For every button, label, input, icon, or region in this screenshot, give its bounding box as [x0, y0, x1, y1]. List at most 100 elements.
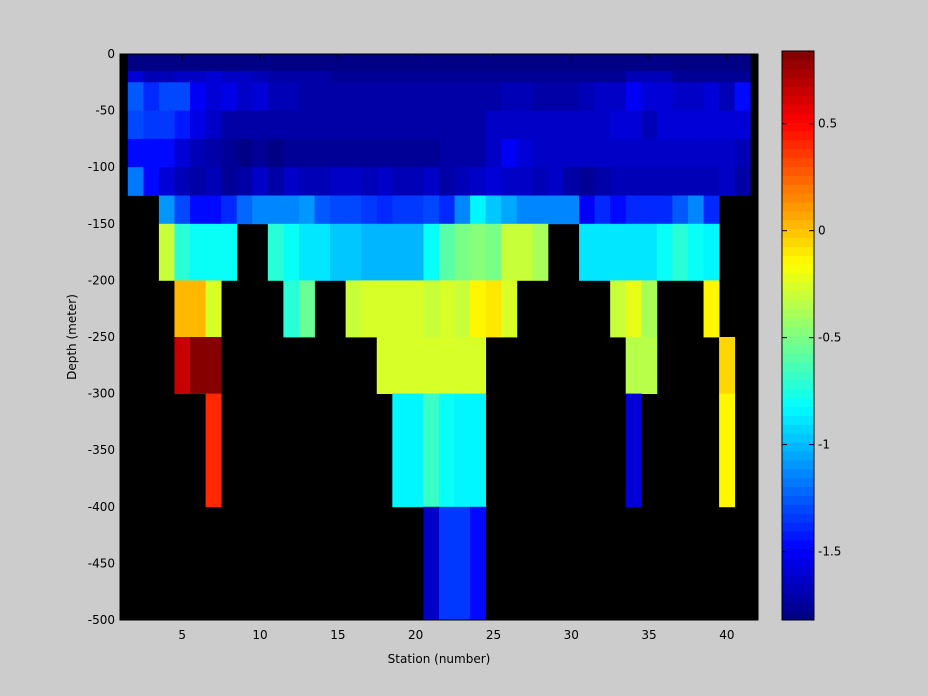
colorbar-swatch	[782, 68, 814, 79]
heatmap-cell	[439, 280, 455, 338]
heatmap-cell	[345, 110, 362, 140]
heatmap-cell	[407, 337, 424, 394]
heatmap-cell	[485, 59, 502, 72]
heatmap-cell	[734, 110, 751, 140]
colorbar-swatch	[782, 282, 814, 292]
colorbar-swatch	[782, 451, 814, 461]
heatmap-cell	[158, 82, 175, 111]
heatmap-cell	[485, 280, 502, 338]
heatmap-cell	[376, 280, 393, 338]
heatmap-cell	[298, 59, 315, 72]
heatmap-cell	[392, 223, 409, 281]
colorbar-swatch	[782, 584, 814, 594]
heatmap-cell	[174, 110, 191, 140]
colorbar-swatch	[782, 406, 814, 416]
colorbar-swatch	[782, 548, 814, 559]
heatmap-cell	[485, 82, 502, 111]
heatmap-cell	[687, 167, 704, 196]
heatmap-cell	[563, 82, 580, 111]
heatmap-cell	[703, 82, 720, 111]
heatmap-cell	[252, 110, 269, 140]
heatmap-cell	[298, 195, 315, 225]
heatmap-cell	[267, 59, 284, 72]
heatmap-cell	[485, 195, 502, 225]
heatmap-cell	[641, 167, 658, 196]
colorbar-swatch	[782, 237, 814, 247]
heatmap-cell	[641, 138, 658, 168]
heatmap-cell	[656, 82, 673, 111]
heatmap-cell	[672, 138, 689, 168]
heatmap-cell	[345, 70, 362, 83]
heatmap-cell	[625, 59, 642, 72]
heatmap-cell	[579, 54, 596, 61]
heatmap-cell	[423, 393, 440, 508]
heatmap-cell	[594, 167, 611, 196]
heatmap-cell	[314, 195, 331, 225]
heatmap-cell	[407, 82, 424, 111]
heatmap-cell	[174, 337, 191, 394]
heatmap-cell	[454, 82, 471, 111]
heatmap-cell	[283, 167, 300, 196]
x-axis-label: Station (number)	[388, 652, 491, 666]
heatmap-cell	[190, 337, 206, 394]
heatmap-cell	[516, 82, 533, 111]
heatmap-cell	[610, 195, 627, 225]
y-tick-label: -250	[88, 330, 115, 344]
heatmap-cell	[190, 223, 206, 281]
heatmap-cell	[174, 82, 191, 111]
heatmap-cell	[625, 195, 642, 225]
heatmap-cell	[330, 138, 347, 168]
heatmap-cell	[485, 138, 502, 168]
heatmap-cell	[392, 82, 409, 111]
heatmap-cell	[532, 223, 549, 281]
heatmap-cell	[719, 82, 736, 111]
heatmap-cell	[470, 393, 487, 508]
x-tick-label: 5	[178, 628, 186, 642]
colorbar-swatch	[782, 468, 814, 479]
colorbar-tick-label: 0	[818, 224, 826, 238]
heatmap-cell	[127, 82, 144, 111]
heatmap-cell	[532, 195, 549, 225]
colorbar-swatch	[782, 326, 814, 336]
heatmap-cell	[190, 138, 206, 168]
heatmap-cell	[485, 110, 502, 140]
y-tick-label: -150	[88, 217, 115, 231]
heatmap-cell	[454, 59, 471, 72]
x-tick-label: 40	[719, 628, 734, 642]
heatmap-cell	[283, 70, 300, 83]
heatmap-cell	[190, 280, 206, 338]
heatmap-cell	[267, 82, 284, 111]
heatmap-cell	[392, 70, 409, 83]
colorbar-swatch	[782, 344, 814, 354]
heatmap-cell	[423, 195, 440, 225]
heatmap-cell	[454, 223, 471, 281]
heatmap-cell	[485, 70, 502, 83]
heatmap-cell	[267, 70, 284, 83]
heatmap-cell	[298, 54, 315, 61]
heatmap-cell	[298, 138, 315, 168]
heatmap-cell	[563, 195, 580, 225]
heatmap-cell	[407, 70, 424, 83]
heatmap-cell	[672, 54, 689, 61]
heatmap-cell	[439, 70, 455, 83]
heatmap-cell	[687, 223, 704, 281]
heatmap-cell	[158, 70, 175, 83]
heatmap-cell	[407, 223, 424, 281]
heatmap-cell	[376, 59, 393, 72]
heatmap-cell	[687, 82, 704, 111]
heatmap-cell	[236, 70, 253, 83]
heatmap-cell	[205, 393, 222, 508]
colorbar-swatch	[782, 353, 814, 363]
heatmap-cell	[423, 54, 440, 61]
heatmap-cell	[439, 82, 455, 111]
heatmap-cell	[470, 280, 487, 338]
colorbar-swatch	[782, 522, 814, 532]
colorbar-swatch	[782, 228, 814, 239]
heatmap-cell	[641, 70, 658, 83]
colorbar-swatch	[782, 211, 814, 221]
colorbar-swatch	[782, 86, 814, 96]
heatmap-cell	[734, 70, 751, 83]
heatmap-cell	[221, 54, 238, 61]
heatmap-cell	[703, 110, 720, 140]
colorbar-swatch	[782, 219, 814, 230]
